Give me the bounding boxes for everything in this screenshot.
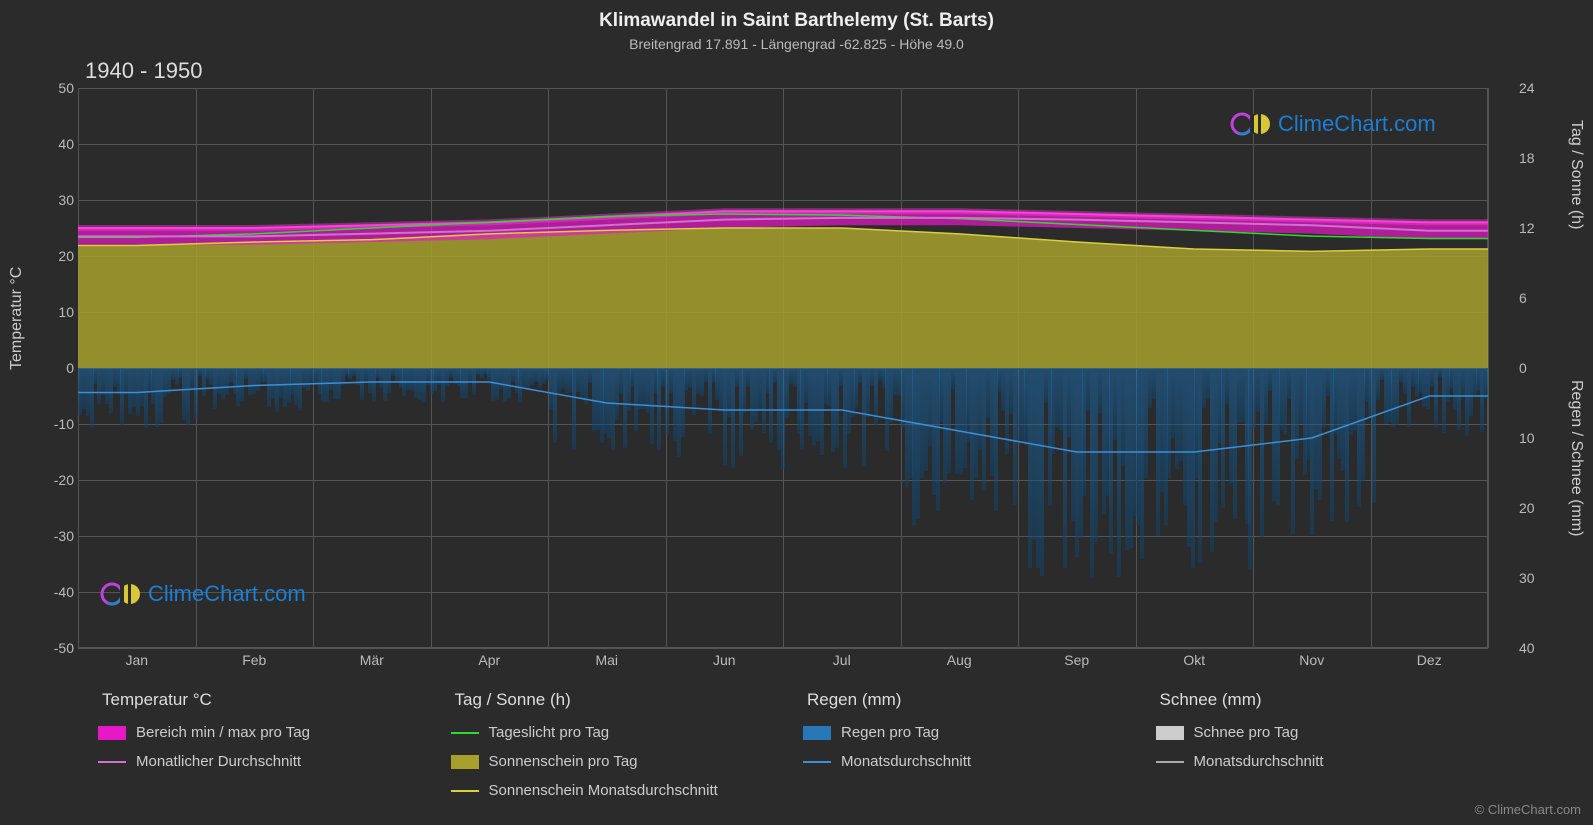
legend: Temperatur °C Bereich min / max pro Tag Mo… <box>98 690 1498 811</box>
y-tick-left: -30 <box>44 528 74 544</box>
chart-subtitle: Breitengrad 17.891 - Längengrad -62.825 … <box>0 32 1593 52</box>
legend-item: Sonnenschein Monatsdurchschnitt <box>451 782 794 799</box>
chart-lines <box>78 88 1488 648</box>
y-tick-left: -50 <box>44 640 74 656</box>
x-tick: Okt <box>1183 652 1205 668</box>
watermark-logo: ClimeChart.com <box>1230 110 1436 138</box>
x-tick: Jul <box>833 652 851 668</box>
legend-label: Monatlicher Durchschnitt <box>136 753 301 770</box>
y-tick-left: 30 <box>44 192 74 208</box>
y-axis-right-top-label: Tag / Sonne (h) <box>1567 120 1585 229</box>
y-tick-left: 10 <box>44 304 74 320</box>
legend-header: Temperatur °C <box>102 690 441 710</box>
legend-header: Tag / Sonne (h) <box>455 690 794 710</box>
legend-swatch-icon <box>451 755 479 769</box>
y-tick-left: 40 <box>44 136 74 152</box>
legend-label: Tageslicht pro Tag <box>489 724 610 741</box>
legend-item: Sonnenschein pro Tag <box>451 753 794 770</box>
y-tick-left: 0 <box>44 360 74 376</box>
legend-line-icon <box>803 761 831 763</box>
legend-label: Regen pro Tag <box>841 724 939 741</box>
y-tick-right: 18 <box>1519 150 1549 166</box>
x-tick: Apr <box>478 652 500 668</box>
logo-icon <box>1230 110 1274 138</box>
legend-label: Sonnenschein pro Tag <box>489 753 638 770</box>
y-tick-right: 30 <box>1519 570 1549 586</box>
legend-label: Monatsdurchschnitt <box>841 753 971 770</box>
y-tick-left: -10 <box>44 416 74 432</box>
x-tick: Dez <box>1417 652 1442 668</box>
legend-item: Schnee pro Tag <box>1156 724 1499 741</box>
legend-label: Bereich min / max pro Tag <box>136 724 310 741</box>
y-tick-left: 50 <box>44 80 74 96</box>
legend-group: Schnee (mm) Schnee pro Tag Monatsdurchschn… <box>1156 690 1499 811</box>
legend-item: Monatlicher Durchschnitt <box>98 753 441 770</box>
legend-label: Sonnenschein Monatsdurchschnitt <box>489 782 718 799</box>
legend-header: Schnee (mm) <box>1160 690 1499 710</box>
legend-swatch-icon <box>1156 726 1184 740</box>
y-tick-left: -40 <box>44 584 74 600</box>
y-axis-left-label: Temperatur °C <box>8 267 26 370</box>
watermark-text: ClimeChart.com <box>148 581 306 607</box>
legend-group: Tag / Sonne (h) Tageslicht pro Tag Sonnens… <box>451 690 794 811</box>
legend-item: Tageslicht pro Tag <box>451 724 794 741</box>
x-tick: Mai <box>595 652 618 668</box>
legend-label: Monatsdurchschnitt <box>1194 753 1324 770</box>
legend-item: Monatsdurchschnitt <box>803 753 1146 770</box>
year-range-label: 1940 - 1950 <box>85 58 202 84</box>
logo-icon <box>100 580 144 608</box>
legend-group: Regen (mm) Regen pro Tag Monatsdurchschnit… <box>803 690 1146 811</box>
legend-line-icon <box>98 761 126 763</box>
y-tick-right: 6 <box>1519 290 1549 306</box>
legend-item: Regen pro Tag <box>803 724 1146 741</box>
legend-header: Regen (mm) <box>807 690 1146 710</box>
y-tick-right: 24 <box>1519 80 1549 96</box>
y-tick-right: 20 <box>1519 500 1549 516</box>
y-tick-right: 0 <box>1519 360 1549 376</box>
x-tick: Jan <box>125 652 148 668</box>
legend-swatch-icon <box>98 726 126 740</box>
watermark-logo: ClimeChart.com <box>100 580 306 608</box>
y-tick-left: -20 <box>44 472 74 488</box>
y-tick-right: 10 <box>1519 430 1549 446</box>
x-tick: Aug <box>947 652 972 668</box>
legend-line-icon <box>1156 761 1184 763</box>
legend-item: Bereich min / max pro Tag <box>98 724 441 741</box>
x-tick: Nov <box>1299 652 1324 668</box>
climate-chart: Klimawandel in Saint Barthelemy (St. Bar… <box>0 0 1593 825</box>
y-tick-right: 40 <box>1519 640 1549 656</box>
legend-label: Schnee pro Tag <box>1194 724 1299 741</box>
watermark-text: ClimeChart.com <box>1278 111 1436 137</box>
chart-title: Klimawandel in Saint Barthelemy (St. Bar… <box>0 0 1593 32</box>
copyright-text: © ClimeChart.com <box>1475 802 1581 817</box>
x-tick: Sep <box>1064 652 1089 668</box>
x-tick: Jun <box>713 652 736 668</box>
sunshine-fill <box>78 228 1488 368</box>
y-tick-right: 12 <box>1519 220 1549 236</box>
legend-line-icon <box>451 732 479 734</box>
legend-line-icon <box>451 790 479 792</box>
y-tick-left: 20 <box>44 248 74 264</box>
x-tick: Mär <box>360 652 384 668</box>
legend-group: Temperatur °C Bereich min / max pro Tag Mo… <box>98 690 441 811</box>
legend-item: Monatsdurchschnitt <box>1156 753 1499 770</box>
y-axis-right-bottom-label: Regen / Schnee (mm) <box>1567 380 1585 537</box>
x-tick: Feb <box>242 652 266 668</box>
legend-swatch-icon <box>803 726 831 740</box>
